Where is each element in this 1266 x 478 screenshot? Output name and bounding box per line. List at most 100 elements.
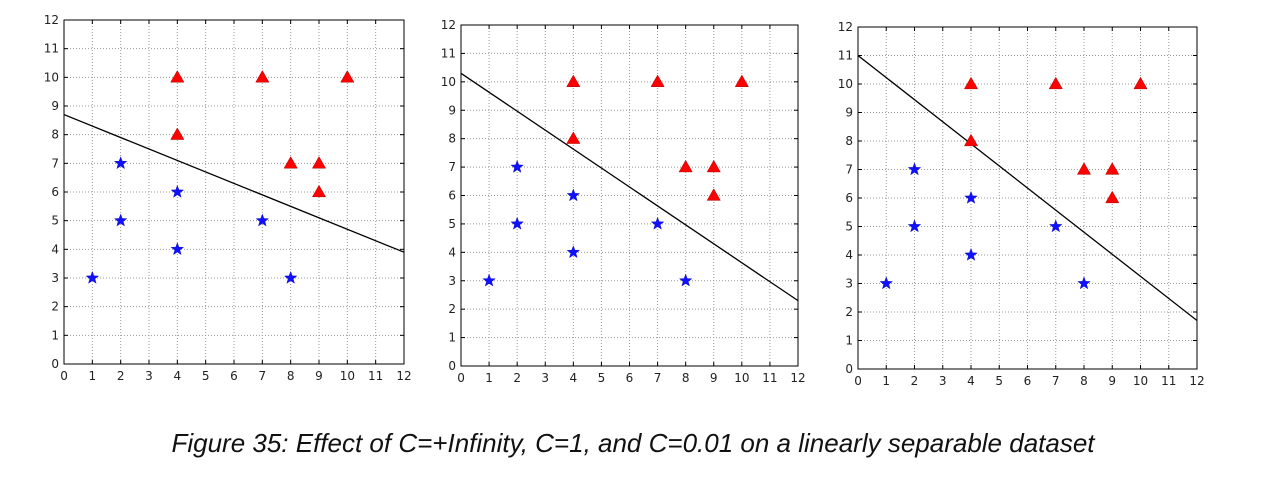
y-tick-label: 3 — [448, 274, 456, 288]
x-tick-label: 4 — [570, 371, 578, 385]
y-tick-label: 3 — [845, 277, 853, 291]
x-tick-label: 0 — [457, 371, 465, 385]
y-tick-label: 11 — [44, 42, 59, 56]
y-tick-label: 4 — [845, 248, 853, 262]
x-tick-label: 11 — [1161, 374, 1176, 388]
y-tick-label: 1 — [448, 331, 456, 345]
x-tick-label: 4 — [967, 374, 975, 388]
y-tick-label: 6 — [448, 189, 456, 203]
x-tick-label: 7 — [259, 369, 267, 383]
star-marker — [113, 213, 128, 227]
y-tick-label: 7 — [448, 160, 456, 174]
x-tick-label: 8 — [682, 371, 690, 385]
y-tick-label: 10 — [838, 77, 853, 91]
triangle-marker — [678, 159, 693, 173]
y-tick-label: 4 — [448, 245, 456, 259]
triangle-marker — [283, 156, 298, 169]
triangle-marker — [1048, 76, 1063, 90]
y-tick-label: 8 — [51, 128, 59, 142]
triangle-marker — [255, 70, 270, 83]
star-marker — [170, 242, 185, 256]
y-tick-label: 8 — [845, 134, 853, 148]
y-tick-label: 9 — [845, 106, 853, 120]
x-tick-label: 6 — [1024, 374, 1032, 388]
star-marker — [1049, 219, 1063, 233]
star-marker — [283, 270, 298, 284]
y-tick-label: 9 — [448, 103, 456, 117]
x-tick-label: 3 — [939, 374, 947, 388]
triangle-marker — [566, 74, 581, 87]
star-marker — [964, 190, 978, 204]
y-tick-label: 1 — [845, 334, 853, 348]
y-tick-label: 11 — [441, 46, 456, 60]
x-tick-label: 5 — [202, 369, 210, 383]
x-tick-label: 2 — [911, 374, 919, 388]
y-tick-label: 7 — [845, 163, 853, 177]
x-tick-label: 7 — [1052, 374, 1060, 388]
x-tick-label: 2 — [513, 371, 521, 385]
triangle-marker — [706, 188, 721, 201]
triangle-marker — [311, 184, 327, 198]
y-tick-label: 10 — [44, 70, 59, 84]
x-tick-label: 9 — [315, 369, 323, 383]
plot-frame — [63, 19, 405, 365]
star-marker — [907, 219, 922, 233]
x-tick-label: 6 — [626, 371, 634, 385]
x-tick-label: 11 — [762, 371, 777, 385]
x-tick-label: 4 — [174, 369, 182, 383]
star-marker — [964, 247, 978, 261]
y-tick-label: 2 — [448, 302, 456, 316]
x-tick-label: 10 — [340, 369, 355, 383]
star-marker — [566, 188, 581, 202]
star-marker — [907, 162, 922, 176]
y-tick-label: 12 — [838, 20, 853, 34]
x-tick-label: 9 — [710, 371, 718, 385]
y-tick-label: 1 — [51, 328, 59, 342]
x-tick-label: 0 — [60, 369, 68, 383]
y-tick-label: 6 — [845, 191, 853, 205]
star-marker — [566, 245, 581, 259]
x-tick-label: 8 — [287, 369, 295, 383]
star-marker — [678, 273, 693, 287]
star-marker — [170, 184, 185, 198]
x-tick-label: 7 — [654, 371, 662, 385]
triangle-marker — [340, 70, 355, 83]
decision-boundary-line — [64, 113, 404, 253]
x-tick-label: 1 — [882, 374, 890, 388]
star-marker — [85, 270, 100, 284]
triangle-marker — [706, 159, 721, 173]
x-tick-label: 1 — [485, 371, 493, 385]
star-marker — [1077, 276, 1091, 290]
x-tick-label: 9 — [1108, 374, 1116, 388]
triangle-marker — [311, 156, 327, 169]
y-tick-label: 3 — [51, 271, 59, 285]
y-tick-label: 2 — [51, 300, 59, 314]
triangle-marker — [963, 133, 979, 147]
x-tick-label: 2 — [117, 369, 125, 383]
y-tick-label: 12 — [441, 18, 456, 32]
x-tick-label: 3 — [145, 369, 153, 383]
x-tick-label: 1 — [89, 369, 97, 383]
star-marker — [255, 213, 270, 227]
x-tick-label: 8 — [1080, 374, 1088, 388]
star-marker — [510, 216, 524, 230]
x-tick-label: 11 — [368, 369, 383, 383]
y-tick-label: 9 — [51, 99, 59, 113]
x-tick-label: 12 — [396, 369, 411, 383]
y-tick-label: 12 — [44, 13, 59, 27]
x-tick-label: 5 — [995, 374, 1003, 388]
triangle-marker — [170, 70, 185, 83]
x-tick-label: 6 — [230, 369, 238, 383]
star-marker — [650, 216, 665, 230]
triangle-marker — [1105, 190, 1120, 204]
star-marker — [482, 273, 496, 287]
y-tick-label: 7 — [51, 156, 59, 170]
triangle-marker — [170, 127, 185, 140]
x-tick-label: 3 — [541, 371, 549, 385]
y-tick-label: 11 — [838, 49, 853, 63]
decision-boundary-line — [858, 54, 1197, 322]
